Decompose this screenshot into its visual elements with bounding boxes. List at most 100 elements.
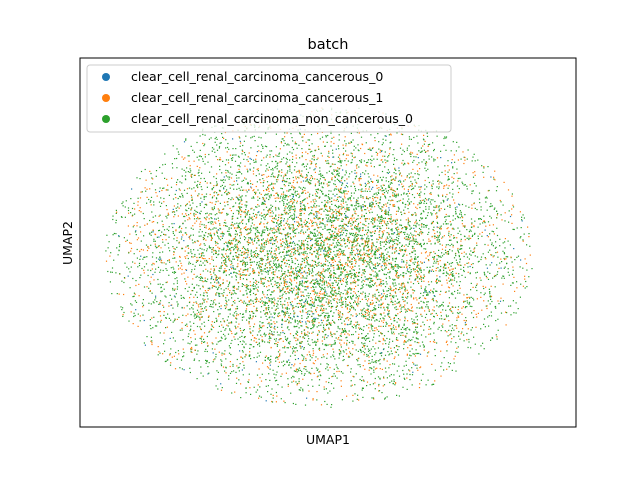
scatter-point (405, 272, 407, 275)
scatter-point (314, 282, 316, 284)
scatter-point (380, 220, 382, 222)
scatter-point (248, 301, 250, 303)
scatter-point (259, 248, 262, 250)
scatter-point (392, 282, 394, 284)
scatter-point (395, 229, 398, 231)
scatter-point (151, 317, 153, 319)
scatter-point (371, 218, 373, 220)
scatter-point (356, 323, 358, 325)
scatter-point (397, 313, 399, 315)
scatter-point (499, 238, 501, 240)
scatter-point (280, 141, 282, 143)
scatter-point (432, 265, 434, 267)
scatter-point (272, 167, 274, 170)
scatter-point (272, 243, 274, 246)
scatter-point (342, 268, 344, 270)
scatter-point (406, 289, 408, 291)
scatter-point (374, 230, 376, 232)
scatter-point (276, 371, 278, 373)
scatter-point (469, 297, 471, 299)
scatter-point (255, 217, 257, 219)
scatter-point (190, 341, 192, 343)
scatter-point (364, 152, 366, 155)
scatter-point (293, 252, 295, 254)
scatter-point (286, 211, 288, 213)
scatter-point (333, 250, 335, 253)
scatter-point (360, 309, 362, 311)
scatter-point (425, 225, 427, 227)
scatter-point (279, 251, 281, 253)
scatter-point (332, 261, 334, 264)
scatter-point (273, 277, 275, 279)
scatter-point (241, 195, 243, 197)
scatter-point (349, 302, 352, 305)
scatter-point (311, 158, 313, 160)
scatter-point (346, 263, 348, 265)
scatter-point (325, 315, 327, 317)
scatter-point (450, 279, 452, 282)
scatter-point (428, 181, 430, 184)
scatter-point (452, 312, 454, 314)
scatter-point (437, 194, 439, 196)
scatter-point (151, 292, 153, 294)
scatter-point (377, 273, 379, 275)
scatter-point (364, 317, 367, 319)
scatter-point (343, 359, 345, 361)
scatter-point (199, 155, 201, 157)
scatter-point (302, 208, 304, 210)
scatter-point (301, 258, 303, 260)
scatter-point (122, 315, 124, 317)
scatter-point (436, 279, 438, 281)
scatter-point (445, 244, 447, 246)
scatter-point (381, 220, 383, 222)
scatter-point (472, 176, 475, 178)
scatter-point (194, 209, 196, 211)
scatter-point (406, 267, 408, 269)
scatter-point (351, 161, 353, 163)
scatter-point (139, 258, 141, 260)
scatter-point (323, 241, 325, 244)
scatter-point (510, 256, 512, 258)
scatter-point (150, 336, 152, 338)
scatter-point (448, 302, 451, 304)
scatter-point (312, 399, 314, 401)
scatter-point (268, 289, 270, 291)
scatter-point (391, 328, 393, 330)
scatter-point (456, 141, 458, 143)
scatter-point (357, 350, 359, 352)
scatter-point (257, 231, 259, 233)
scatter-point (388, 171, 391, 173)
scatter-point (271, 256, 273, 258)
scatter-point (262, 185, 264, 187)
scatter-point (403, 373, 405, 375)
scatter-point (298, 302, 300, 304)
scatter-point (385, 321, 387, 323)
scatter-point (140, 255, 142, 257)
scatter-point (187, 290, 189, 292)
scatter-point (154, 243, 156, 245)
scatter-point (484, 257, 486, 259)
scatter-point (344, 330, 346, 333)
scatter-point (305, 272, 307, 274)
scatter-point (253, 305, 255, 307)
scatter-point (210, 278, 212, 280)
scatter-point (349, 288, 351, 290)
scatter-point (428, 198, 430, 200)
scatter-point (317, 253, 319, 255)
scatter-point (254, 227, 256, 229)
scatter-point (201, 340, 203, 342)
scatter-point (209, 221, 211, 223)
scatter-point (246, 296, 249, 298)
scatter-point (420, 213, 422, 215)
scatter-point (516, 287, 518, 289)
scatter-point (468, 262, 470, 264)
scatter-point (250, 137, 252, 139)
scatter-point (302, 252, 304, 254)
scatter-point (216, 144, 218, 146)
scatter-point (388, 343, 390, 345)
scatter-point (201, 254, 203, 256)
scatter-point (290, 275, 292, 277)
scatter-point (335, 242, 338, 244)
scatter-point (350, 323, 352, 325)
